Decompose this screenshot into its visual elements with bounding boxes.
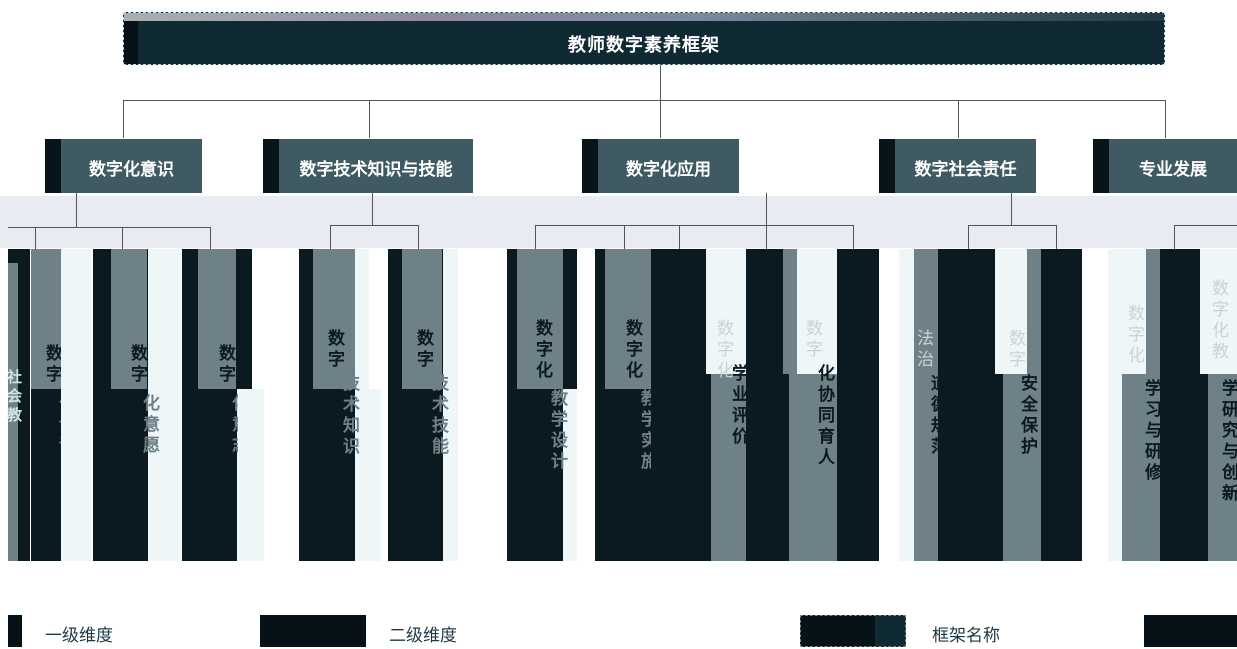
legend-frame-label: 框架名称 bbox=[932, 626, 1000, 646]
connector bbox=[958, 100, 959, 138]
subdimension-label: 数字 bbox=[324, 329, 344, 371]
connector bbox=[210, 227, 211, 249]
connector bbox=[624, 225, 625, 249]
connector bbox=[853, 225, 854, 249]
connector bbox=[76, 193, 77, 227]
subdimension-label: 数字化 bbox=[1124, 304, 1144, 367]
connector bbox=[766, 225, 767, 249]
subdimension-label: 数字化教 bbox=[1208, 279, 1228, 363]
dimension-box: 数字化意识 bbox=[45, 139, 202, 193]
subdimension-label: 数字 bbox=[215, 344, 235, 386]
connector bbox=[1011, 193, 1012, 225]
connector bbox=[369, 100, 370, 138]
dimension-box: 专业发展 bbox=[1093, 139, 1237, 193]
connector bbox=[122, 227, 123, 249]
subdimension-label: 数字 bbox=[127, 344, 147, 386]
subdimension-box: 社会教 bbox=[5, 249, 30, 561]
dimension-label: 专业发展 bbox=[1139, 160, 1207, 180]
legend-level2-label: 二级维度 bbox=[389, 626, 457, 646]
subdimension-label: 安全保护 bbox=[1017, 374, 1037, 458]
connector bbox=[1174, 225, 1237, 226]
subdimension-label: 数字 bbox=[802, 319, 822, 361]
legend-extra-swatch bbox=[1144, 615, 1237, 647]
framework-title-box: 教师数字素养框架 bbox=[123, 12, 1165, 65]
subdimension-box: 数字化 学习与研修 bbox=[1108, 249, 1161, 561]
subdimension-label: 法治 bbox=[913, 329, 933, 371]
subdimension-box: 数字化 学业评价 bbox=[651, 249, 748, 561]
subdimension-label: 社会教 bbox=[5, 369, 23, 426]
subdimension-label: 学业评价 bbox=[728, 364, 748, 448]
subdimension-label: 数字化 bbox=[713, 319, 733, 382]
subdimension-label: 数字化 bbox=[622, 319, 642, 382]
dimension-label: 数字技术知识与技能 bbox=[299, 160, 453, 180]
dimension-box: 数字社会责任 bbox=[879, 139, 1036, 193]
subdimension-label: 技术技能 bbox=[428, 374, 448, 458]
dimension-label: 数字化意识 bbox=[89, 160, 174, 180]
subdimension-box: 数字 化协同育人 bbox=[746, 249, 879, 561]
connector bbox=[1056, 225, 1057, 249]
connector bbox=[418, 225, 419, 249]
subdimension-box: 数字 安全保护 bbox=[953, 249, 1082, 561]
subdimension-label: 数字 bbox=[413, 329, 433, 371]
connector bbox=[123, 100, 1165, 101]
subdimension-label: 道德规范 bbox=[927, 374, 947, 458]
connector bbox=[535, 225, 536, 249]
subdimension-box: 数字 化意愿 bbox=[93, 249, 163, 561]
subdimension-label: 教学设计 bbox=[547, 389, 567, 473]
column-fill bbox=[61, 249, 91, 561]
connector bbox=[330, 225, 331, 249]
column-fill bbox=[369, 389, 381, 561]
dimension-box: 数字化应用 bbox=[582, 139, 739, 193]
subdimension-label: 数字 bbox=[1005, 329, 1025, 371]
connector bbox=[8, 227, 211, 228]
subdimension-label: 学习与研修 bbox=[1141, 379, 1161, 484]
subdimension-box: 数字化 教学设计 bbox=[507, 249, 577, 561]
subdimension-label: 技术知识 bbox=[339, 374, 359, 458]
connector bbox=[1165, 100, 1166, 138]
subdimension-label: 化意愿 bbox=[139, 394, 159, 457]
subdimension-label: 数字化 bbox=[532, 319, 552, 382]
connector bbox=[660, 100, 661, 138]
subdimension-label: 学研究与创新 bbox=[1218, 379, 1237, 505]
connector bbox=[123, 100, 124, 138]
legend-level2-swatch bbox=[260, 615, 366, 647]
background-band bbox=[0, 196, 1237, 248]
subdimension-box: 数字 技术知识 bbox=[299, 249, 369, 561]
connector bbox=[372, 193, 373, 225]
connector bbox=[660, 65, 661, 100]
subdimension-box: 法治 道德规范 bbox=[899, 249, 953, 561]
connector bbox=[968, 225, 969, 249]
legend-frame-swatch bbox=[800, 615, 906, 647]
subdimension-box: 数字化教 学研究与创新 bbox=[1160, 249, 1237, 561]
connector bbox=[968, 225, 1056, 226]
dimension-label: 数字社会责任 bbox=[914, 160, 1017, 180]
column-fill bbox=[238, 389, 264, 561]
legend-level1-swatch bbox=[8, 615, 22, 647]
connector bbox=[679, 225, 680, 249]
connector bbox=[1174, 225, 1175, 249]
connector bbox=[535, 225, 853, 226]
column-fill bbox=[163, 249, 181, 561]
connector bbox=[330, 225, 418, 226]
framework-title: 教师数字素养框架 bbox=[568, 35, 720, 56]
dimension-label: 数字化应用 bbox=[626, 160, 711, 180]
subdimension-label: 化协同育人 bbox=[814, 364, 834, 469]
subdimension-box: 数字 技术技能 bbox=[388, 249, 458, 561]
connector bbox=[766, 193, 767, 225]
connector bbox=[35, 227, 36, 249]
subdimension-label: 数字 bbox=[42, 344, 62, 386]
dimension-box: 数字技术知识与技能 bbox=[263, 139, 473, 193]
legend-level1-label: 一级维度 bbox=[45, 626, 113, 646]
